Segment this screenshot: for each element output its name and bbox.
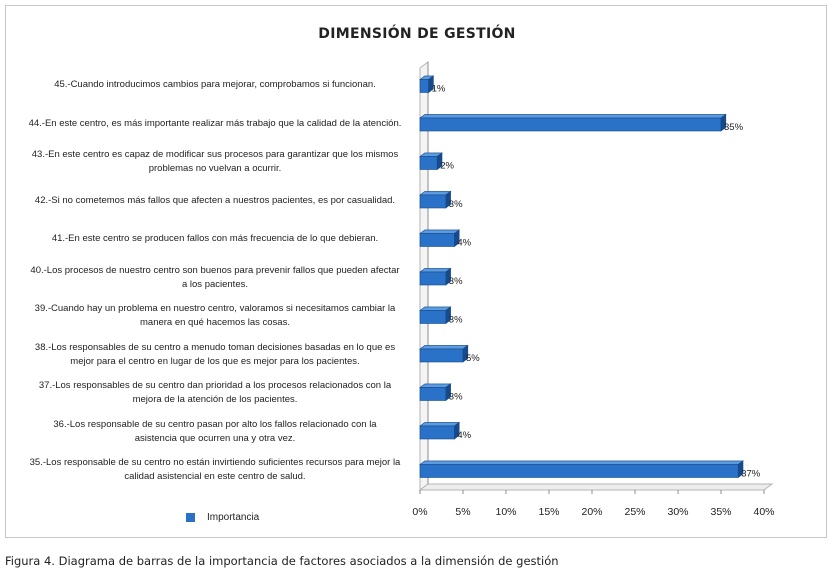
- data-label: 35%: [724, 122, 744, 133]
- data-label: 3%: [449, 276, 463, 287]
- bar-end: [454, 421, 460, 440]
- category-label-line: 38.-Los responsables de su centro a menu…: [34, 341, 396, 353]
- bar-top: [419, 114, 727, 119]
- category-label: 43.-En este centro es capaz de modificar…: [20, 148, 410, 176]
- category-label-line: 37.-Los responsables de su centro dan pr…: [38, 380, 392, 391]
- bar-end: [737, 460, 744, 479]
- category-label-line: asistencia que ocurren una y otra vez.: [134, 432, 296, 444]
- bar: [419, 271, 447, 286]
- category-label: 36.-Los responsable de su centro pasan p…: [20, 418, 410, 446]
- category-label-line: 43.-En este centro es capaz de modificar…: [31, 149, 399, 160]
- figure-caption: Figura 4. Diagrama de barras de la impor…: [5, 554, 559, 568]
- data-label: 1%: [432, 84, 446, 95]
- category-label-line: 41.-En este centro se producen fallos co…: [51, 233, 379, 244]
- bar-top: [419, 268, 452, 273]
- floor: [418, 483, 774, 491]
- category-label-line: 45.-Cuando introducimos cambios para mej…: [54, 79, 376, 90]
- category-label: 38.-Los responsables de su centro a menu…: [20, 341, 410, 369]
- data-label: 3%: [449, 315, 463, 326]
- x-tick-label: 10%: [495, 506, 516, 518]
- category-label: 41.-En este centro se producen fallos co…: [20, 232, 410, 246]
- category-label: 44.-En este centro, es más importante re…: [20, 117, 410, 131]
- category-label: 42.-Si no cometemos más fallos que afect…: [20, 194, 410, 208]
- category-label: 35.-Los responsable de su centro no está…: [20, 456, 410, 484]
- category-label-line: mejor para el centro en lugar de los que…: [70, 355, 360, 367]
- bar: [419, 310, 447, 324]
- bar: [419, 387, 447, 401]
- category-label-line: a los pacientes.: [181, 278, 248, 290]
- x-tick-label: 15%: [538, 506, 559, 518]
- bar: [419, 425, 455, 440]
- bar-top: [419, 460, 744, 465]
- category-label-line: 42.-Si no cometemos más fallos que afect…: [34, 194, 396, 206]
- bar-end: [462, 344, 469, 363]
- data-label: 2%: [440, 161, 454, 172]
- x-tick-label: 30%: [667, 506, 688, 518]
- bar-end: [436, 152, 443, 171]
- data-label: 5%: [466, 353, 480, 364]
- category-label-line: 35.-Los responsable de su centro no está…: [29, 457, 401, 468]
- category-label-line: problemas no vuelvan a ocurrir.: [148, 163, 282, 174]
- x-tick-label: 5%: [455, 506, 470, 518]
- bar: [419, 194, 447, 209]
- data-label: 3%: [449, 199, 463, 210]
- category-label: 45.-Cuando introducimos cambios para mej…: [20, 78, 410, 92]
- data-label: 37%: [741, 469, 761, 480]
- bar-end: [720, 113, 727, 132]
- x-tick-label: 35%: [710, 506, 731, 518]
- bar-end: [454, 229, 460, 248]
- category-label: 37.-Los responsables de su centro dan pr…: [20, 379, 410, 407]
- chart-title: DIMENSIÓN DE GESTIÓN: [318, 26, 516, 42]
- bar: [419, 233, 455, 247]
- data-label: 3%: [449, 392, 463, 403]
- bar-top: [419, 345, 469, 350]
- bar-top: [419, 422, 461, 427]
- data-label: 4%: [457, 430, 471, 441]
- bar: [419, 464, 739, 478]
- bar-end: [445, 383, 451, 402]
- bar-end: [445, 190, 451, 209]
- legend-label: Importancia: [207, 512, 260, 523]
- bar: [419, 79, 429, 93]
- category-label-line: manera en qué hacemos las cosas.: [140, 317, 290, 328]
- x-tick-label: 0%: [412, 506, 427, 518]
- bar-end: [428, 75, 434, 94]
- category-label-line: 40.-Los procesos de nuestro centro son b…: [30, 264, 400, 276]
- category-label-line: calidad asistencial en este centro de sa…: [124, 471, 306, 482]
- bar: [419, 117, 722, 132]
- x-tick-label: 40%: [753, 506, 774, 518]
- data-label: 4%: [457, 238, 471, 249]
- bar-end: [445, 306, 451, 325]
- bar-top: [419, 191, 452, 196]
- category-label-line: mejora de la atención de los pacientes.: [132, 394, 298, 405]
- x-tick-label: 20%: [581, 506, 602, 518]
- category-label: 39.-Cuando hay un problema en nuestro ce…: [20, 302, 410, 330]
- bar-top: [419, 383, 452, 388]
- category-label-line: 36.-Los responsable de su centro pasan p…: [53, 418, 377, 430]
- chart-frame: DIMENSIÓN DE GESTIÓN: [5, 5, 827, 538]
- bar-top: [419, 306, 452, 311]
- legend-swatch: [186, 513, 195, 522]
- category-label-line: 39.-Cuando hay un problema en nuestro ce…: [34, 303, 396, 314]
- category-label: 40.-Los procesos de nuestro centro son b…: [20, 264, 410, 292]
- bar: [419, 156, 438, 170]
- bar: [419, 348, 464, 363]
- x-tick-label: 25%: [624, 506, 645, 518]
- bar-top: [419, 229, 461, 234]
- bar-end: [445, 267, 451, 286]
- category-label-line: 44.-En este centro, es más importante re…: [28, 117, 402, 129]
- legend: Importancia: [186, 512, 259, 523]
